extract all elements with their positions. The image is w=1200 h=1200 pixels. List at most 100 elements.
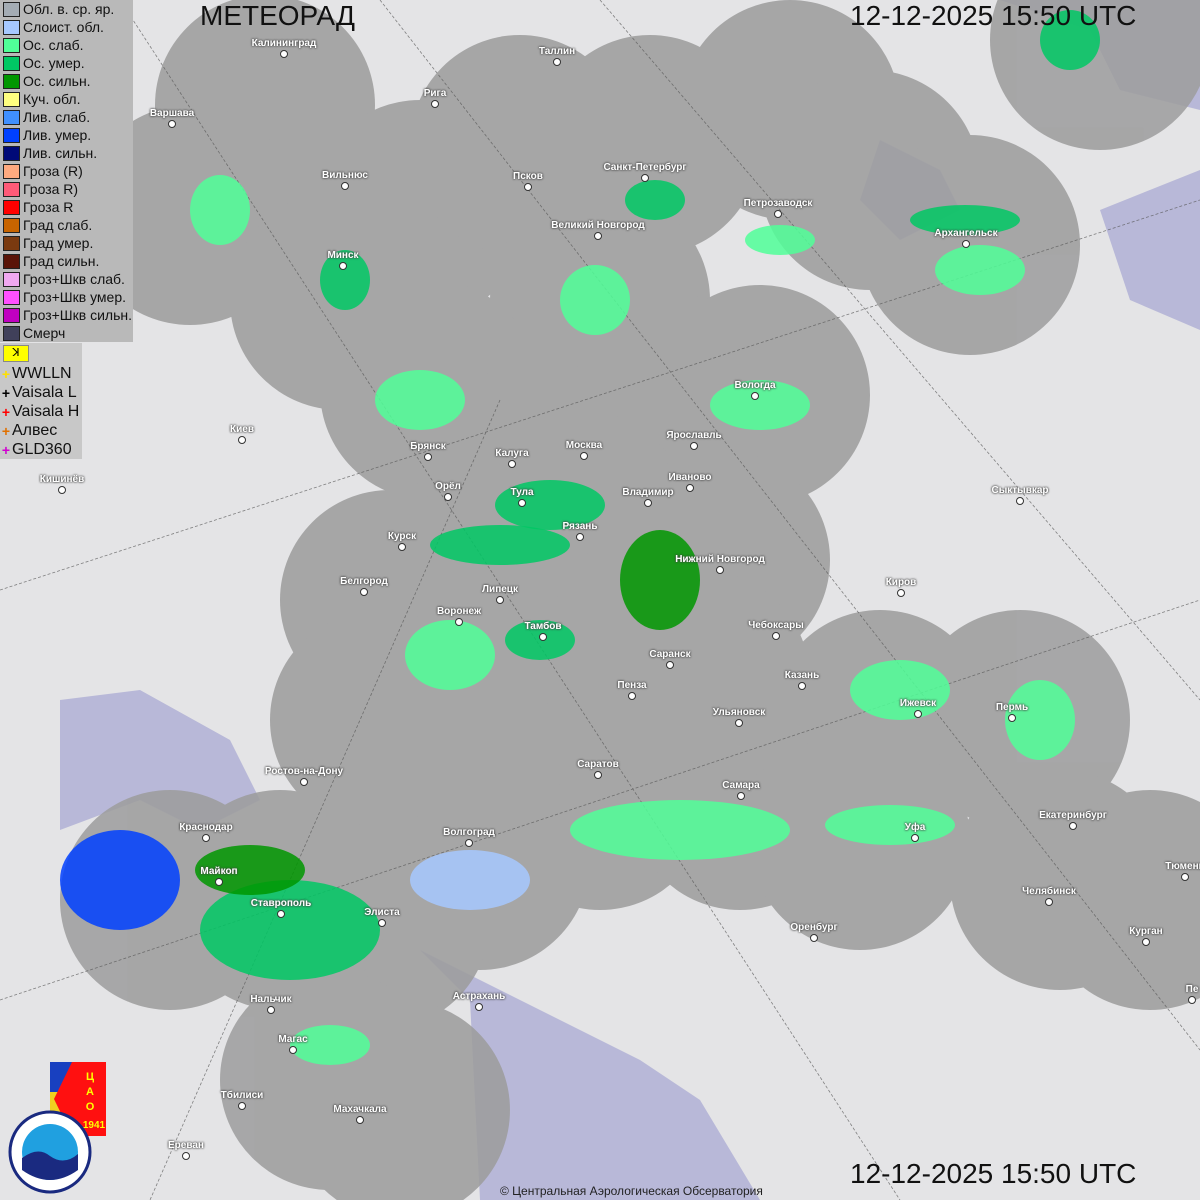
legend-item: Куч. обл.: [0, 90, 133, 108]
legend-label: Гроз+Шкв умер.: [23, 289, 127, 305]
precipitation-area: [190, 175, 250, 245]
city-marker: [341, 182, 349, 190]
city-marker: [378, 919, 386, 927]
precipitation-area: [1005, 680, 1075, 760]
lightning-source-item[interactable]: + Vaisala H: [0, 402, 82, 421]
city-label: Тюмень: [1165, 861, 1200, 872]
precipitation-area: [570, 800, 790, 860]
legend-swatch: [3, 145, 20, 161]
timestamp-top: 12-12-2025 15:50 UTC: [850, 0, 1137, 31]
city-label: Рига: [423, 88, 447, 99]
lightning-source-label: Алвес: [12, 421, 58, 439]
legend-item: Ос. слаб.: [0, 36, 133, 54]
city-label: Ставрополь: [250, 898, 312, 909]
city-label: Архангельск: [934, 228, 998, 239]
city-label: Ульяновск: [712, 707, 766, 718]
radar-circle: [1040, 790, 1200, 1010]
city-marker: [914, 710, 922, 718]
precipitation-area: [410, 850, 530, 910]
city-marker: [686, 484, 694, 492]
lightning-source-item[interactable]: + GLD360: [0, 440, 82, 459]
legend-swatch: [3, 127, 20, 143]
legend-item: Ос. сильн.: [0, 72, 133, 90]
city-marker: [539, 633, 547, 641]
city-marker: [576, 533, 584, 541]
city-marker: [798, 682, 806, 690]
precipitation-area: [405, 620, 495, 690]
precipitation-area: [1040, 10, 1100, 70]
city-marker: [774, 210, 782, 218]
city-marker: [594, 232, 602, 240]
precipitation-area: [320, 250, 370, 310]
lightning-source-item[interactable]: + WWLLN: [0, 364, 82, 383]
lightning-source-label: Vaisala L: [12, 383, 77, 401]
legend-swatch: [3, 73, 20, 89]
precipitation-area: [625, 180, 685, 220]
city-marker: [280, 50, 288, 58]
legend-swatch: [3, 253, 20, 269]
legend-swatch: [3, 163, 20, 179]
city-label: Калининград: [251, 38, 317, 49]
city-label: Волгоград: [443, 827, 495, 838]
timestamp-bottom: 12-12-2025 15:50 UTC: [850, 1158, 1137, 1189]
city-marker: [594, 771, 602, 779]
city-marker: [518, 499, 526, 507]
city-label: Нижний Новгород: [675, 554, 765, 565]
legend-item: Гроз+Шкв сильн.: [0, 306, 133, 324]
legend-label: Куч. обл.: [23, 91, 81, 107]
city-label: Курган: [1129, 926, 1163, 937]
lightning-source-label: WWLLN: [12, 364, 72, 382]
legend-label: Слоист. обл.: [23, 19, 104, 35]
city-label: Пе: [1185, 984, 1199, 995]
legend-label: Гроза (R): [23, 163, 83, 179]
city-label: Липецк: [482, 584, 518, 595]
city-label: Москва: [565, 440, 603, 451]
legend-label: Лив. сильн.: [23, 145, 98, 161]
legend-label: Гроз+Шкв сильн.: [23, 307, 132, 323]
city-marker: [238, 436, 246, 444]
city-label: Варшава: [149, 108, 195, 119]
city-marker: [641, 174, 649, 182]
lightning-source-item[interactable]: + Vaisala L: [0, 383, 82, 402]
city-label: Брянск: [410, 441, 446, 452]
city-marker: [1008, 714, 1016, 722]
precipitation-echoes: [60, 10, 1100, 1065]
city-marker: [168, 120, 176, 128]
city-label: Тбилиси: [220, 1090, 264, 1101]
legend-swatch: [3, 199, 20, 215]
lightning-toggle-button[interactable]: ꓘ: [3, 345, 29, 362]
svg-text:О: О: [86, 1101, 95, 1113]
city-label: Уфа: [904, 822, 926, 833]
city-marker: [356, 1116, 364, 1124]
precipitation-area: [910, 205, 1020, 235]
cross-icon: +: [1, 365, 11, 382]
city-marker: [772, 632, 780, 640]
city-marker: [289, 1046, 297, 1054]
city-label: Рязань: [562, 521, 598, 532]
legend-swatch: [3, 37, 20, 53]
precipitation-area: [375, 370, 465, 430]
legend-swatch: [3, 235, 20, 251]
lightning-source-item[interactable]: + Алвес: [0, 421, 82, 440]
svg-text:1941: 1941: [83, 1120, 106, 1131]
city-label: Краснодар: [179, 822, 233, 833]
city-marker: [810, 934, 818, 942]
legend-label: Град умер.: [23, 235, 94, 251]
cross-icon: +: [1, 384, 11, 401]
city-marker: [444, 493, 452, 501]
city-marker: [339, 262, 347, 270]
city-label: Екатеринбург: [1039, 810, 1107, 821]
city-label: Орёл: [435, 481, 461, 492]
city-marker: [735, 719, 743, 727]
city-label: Киев: [230, 424, 254, 435]
city-label: Санкт-Петербург: [603, 162, 687, 173]
lightning-source-label: GLD360: [12, 440, 72, 458]
city-marker: [666, 661, 674, 669]
legend-label: Гроза R): [23, 181, 79, 197]
legend-label: Град сильн.: [23, 253, 100, 269]
city-label: Петрозаводск: [743, 198, 813, 209]
city-marker: [1045, 898, 1053, 906]
city-marker: [496, 596, 504, 604]
city-label: Самара: [722, 780, 760, 791]
